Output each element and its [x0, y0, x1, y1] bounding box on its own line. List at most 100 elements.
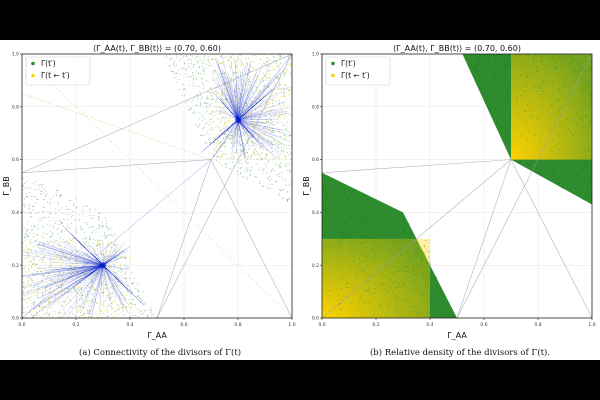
green-point [209, 134, 211, 136]
green-point [105, 284, 107, 286]
green-point [131, 291, 133, 293]
green-point [241, 115, 243, 117]
green-speckle [530, 107, 532, 109]
yellow-point [53, 309, 55, 310]
green-point [117, 304, 119, 306]
green-speckle [588, 103, 590, 105]
connectivity-line [102, 265, 122, 296]
green-point [199, 91, 201, 93]
green-point [79, 306, 81, 308]
green-point [82, 277, 84, 279]
green-point [204, 118, 206, 119]
green-point [251, 86, 253, 88]
green-point [107, 306, 109, 308]
green-point [32, 302, 34, 304]
connectivity-line [87, 249, 104, 266]
green-speckle [560, 56, 562, 58]
green-speckle [555, 60, 557, 62]
yellow-point [263, 87, 265, 89]
connectivity-line [237, 84, 268, 121]
green-texture-dot [575, 163, 577, 165]
yellow-point [55, 255, 57, 257]
green-point [104, 217, 106, 219]
yellow-point [237, 71, 239, 72]
green-point [43, 233, 45, 235]
green-point [189, 109, 190, 111]
green-point [229, 64, 231, 66]
yellow-point [245, 122, 247, 124]
green-point [22, 246, 23, 248]
yellow-point [246, 153, 248, 155]
connectivity-line [102, 265, 129, 290]
green-point [63, 313, 65, 315]
green-point [176, 54, 178, 56]
green-point [242, 85, 244, 86]
green-point [185, 73, 187, 75]
yellow-point [29, 242, 31, 244]
green-point [247, 176, 248, 178]
green-point [34, 225, 36, 227]
yellow-point [62, 247, 63, 249]
green-point [221, 92, 223, 94]
green-texture-dot [362, 219, 364, 221]
yellow-point [289, 71, 291, 73]
green-point [252, 134, 254, 136]
green-speckle [531, 116, 533, 118]
yellow-point [278, 115, 280, 117]
green-texture-dot [351, 194, 353, 196]
green-texture-dot [365, 224, 367, 226]
yellow-point [211, 58, 213, 60]
connectivity-line [237, 70, 242, 121]
yellow-point [256, 91, 258, 93]
green-point [136, 288, 138, 290]
yellow-point [247, 96, 249, 98]
green-point [73, 289, 75, 291]
yellow-point [105, 310, 107, 312]
green-texture-dot [372, 237, 374, 239]
green-speckle [539, 60, 541, 62]
green-point [286, 147, 287, 149]
yellow-point [22, 282, 24, 284]
yellow-point [119, 251, 121, 253]
green-point [266, 101, 267, 103]
green-point [67, 264, 69, 266]
green-texture-dot [497, 67, 499, 69]
yellow-point [290, 126, 292, 128]
green-point [130, 307, 132, 308]
connectivity-line [237, 118, 276, 121]
yellow-point [97, 258, 99, 259]
green-point [219, 113, 221, 115]
green-point [26, 292, 28, 294]
green-point [272, 115, 274, 117]
axes-frame [321, 53, 593, 319]
green-point [140, 301, 142, 303]
green-point [255, 108, 257, 110]
green-point [209, 142, 211, 144]
connectivity-line [102, 253, 120, 266]
green-texture-dot [504, 66, 506, 68]
yellow-point [283, 107, 285, 109]
green-speckle [331, 246, 333, 248]
green-point [101, 292, 103, 294]
yellow-point [245, 81, 247, 83]
green-point [39, 193, 41, 195]
green-point [244, 170, 246, 172]
green-point [111, 285, 113, 287]
connectivity-line [237, 119, 272, 146]
yellow-point [64, 256, 66, 258]
green-point [249, 103, 251, 105]
green-point [269, 95, 270, 97]
green-point [280, 54, 282, 56]
green-point [203, 85, 204, 87]
green-point [53, 225, 54, 227]
yellow-point [225, 124, 227, 125]
yellow-point [244, 155, 246, 157]
green-point [74, 246, 76, 248]
green-point [185, 69, 187, 70]
green-point [105, 287, 107, 289]
green-point [122, 295, 123, 297]
green-texture-dot [351, 191, 353, 193]
yellow-point [97, 292, 99, 294]
green-point [204, 142, 206, 144]
green-point [76, 311, 78, 313]
